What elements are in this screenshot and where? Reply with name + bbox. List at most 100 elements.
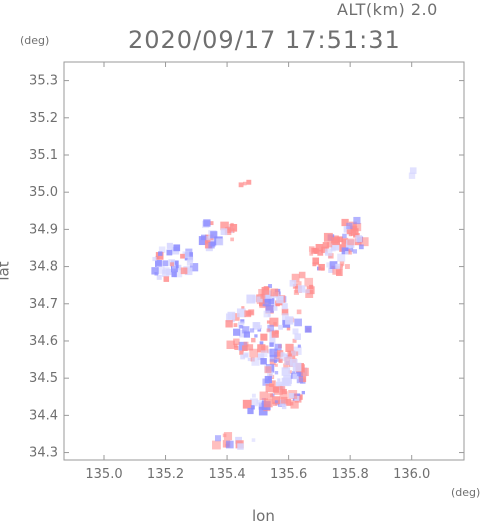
echo-cell	[258, 406, 268, 416]
echo-cell	[337, 253, 346, 262]
echo-cell	[163, 276, 170, 282]
echo-cell	[289, 279, 297, 287]
echo-cell	[260, 293, 266, 299]
echo-cell	[250, 405, 255, 409]
echo-cell	[285, 316, 294, 325]
echo-cell	[306, 286, 315, 295]
echo-cell	[280, 352, 285, 357]
echo-cell	[408, 172, 416, 179]
echo-cell	[292, 370, 296, 375]
echo-cell	[259, 341, 264, 345]
echo-cell	[256, 296, 263, 303]
echo-cell	[281, 308, 289, 316]
echo-cell	[291, 273, 300, 282]
echo-cell	[274, 386, 283, 395]
echo-cell	[315, 243, 324, 252]
axis-ticks: 135.0 135.2 135.4 135.6 135.8 136.0 35.3 35.2 35…	[29, 62, 464, 482]
echo-cell	[335, 263, 341, 269]
echo-cell	[266, 320, 271, 324]
echo-cell	[342, 233, 347, 239]
echo-cell	[237, 443, 244, 450]
echo-cell	[258, 325, 263, 330]
echo-cell	[274, 371, 279, 375]
echo-cell	[293, 346, 302, 355]
echo-cell	[224, 228, 232, 236]
x-tick-label: 135.8	[332, 467, 369, 482]
y-tick-label: 34.5	[29, 371, 58, 386]
echo-cell	[294, 318, 302, 327]
echo-cell	[281, 313, 289, 321]
echo-cell	[271, 393, 275, 397]
echo-cell	[275, 330, 279, 334]
echo-cell	[352, 249, 358, 254]
echo-cell	[332, 237, 341, 246]
echo-cell	[281, 367, 291, 376]
echo-cell	[242, 399, 252, 409]
echo-cell	[216, 238, 224, 246]
echo-cell	[275, 302, 280, 307]
echo-cell	[359, 237, 369, 247]
echo-cell	[234, 345, 239, 350]
echo-cell	[267, 371, 274, 378]
echo-cell	[267, 324, 275, 332]
echo-cell	[235, 436, 242, 444]
echo-cell	[251, 337, 256, 343]
echo-cell	[239, 324, 243, 329]
y-tick-label: 35.3	[29, 74, 58, 89]
timestamp-title: 2020/09/17 17:51:31	[128, 26, 401, 54]
echo-cell	[313, 248, 319, 254]
echo-cell	[242, 345, 248, 352]
echo-cell	[152, 256, 157, 262]
echo-cell	[166, 242, 173, 249]
y-tick-label: 34.3	[29, 446, 58, 461]
echo-cell	[347, 250, 352, 255]
echo-cell	[283, 375, 292, 384]
echo-cell	[284, 356, 293, 365]
echo-cell	[156, 265, 165, 274]
echo-cell	[332, 266, 341, 275]
echo-cell	[290, 350, 296, 356]
echo-cell	[259, 391, 269, 400]
echo-layer	[151, 167, 417, 450]
echo-cell	[241, 306, 245, 310]
echo-cell	[409, 167, 417, 174]
echo-cell	[296, 376, 304, 384]
altitude-label: ALT(km) 2.0	[337, 0, 438, 19]
x-tick-label: 136.0	[393, 467, 430, 482]
echo-cell	[358, 244, 364, 250]
echo-cell	[281, 388, 287, 395]
y-tick-label: 34.4	[29, 408, 58, 423]
echo-cell	[341, 247, 349, 255]
echo-cell	[276, 358, 281, 362]
echo-cell	[308, 246, 315, 252]
echo-cell	[249, 310, 254, 315]
echo-cell	[258, 288, 265, 295]
y-tick-label: 34.9	[29, 222, 58, 237]
y-tick-label: 35.1	[29, 148, 58, 163]
echo-cell	[225, 440, 234, 449]
echo-cell	[155, 252, 164, 260]
echo-cell	[246, 179, 252, 185]
echo-cell	[229, 223, 238, 232]
echo-cell	[200, 234, 207, 241]
echo-cell	[297, 344, 301, 348]
echo-cell	[304, 325, 312, 333]
echo-cell	[322, 242, 330, 249]
echo-cell	[351, 228, 359, 236]
echo-cell	[330, 246, 336, 252]
echo-cell	[233, 328, 241, 336]
echo-cell	[281, 404, 287, 410]
echo-cell	[339, 266, 343, 270]
echo-cell	[326, 241, 333, 248]
echo-cell	[276, 350, 284, 357]
echo-cell	[264, 375, 272, 384]
echo-cell	[225, 320, 233, 328]
echo-cell	[257, 327, 262, 332]
echo-cell	[173, 269, 183, 278]
echo-cell	[284, 353, 288, 357]
echo-cell	[329, 261, 338, 269]
echo-cell	[214, 435, 222, 442]
echo-cell	[278, 358, 283, 363]
echo-cell	[250, 398, 258, 407]
echo-cell	[309, 251, 314, 256]
